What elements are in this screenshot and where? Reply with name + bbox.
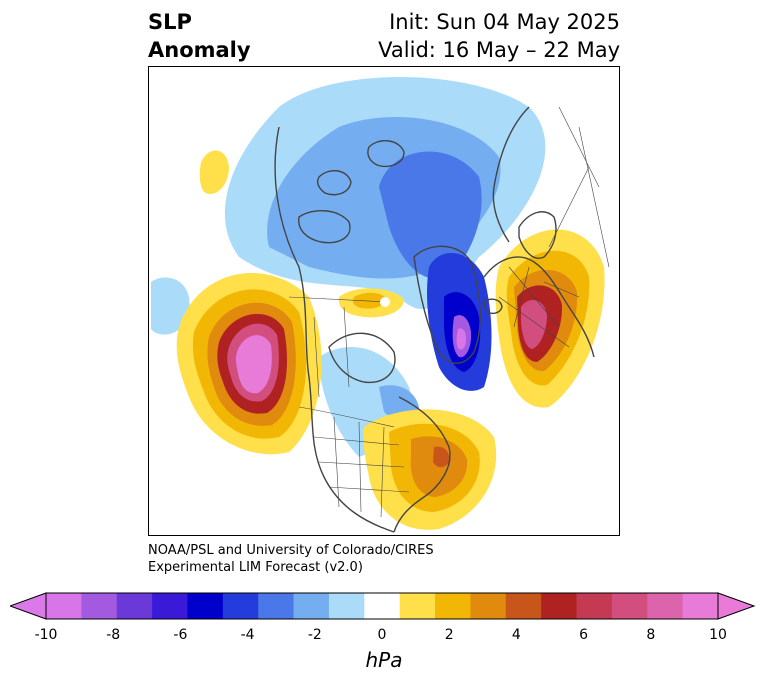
colorbar-cell xyxy=(541,593,578,619)
colorbar-over-arrow xyxy=(717,592,756,620)
colorbar-cell xyxy=(682,593,719,619)
colorbar-tick-label: -8 xyxy=(106,627,121,643)
colorbar-tick-label: -4 xyxy=(240,627,255,643)
colorbar-tick-label: 8 xyxy=(646,627,656,643)
colorbar-cell xyxy=(81,593,118,619)
siberia-coast xyxy=(492,106,530,243)
europe-high-peak xyxy=(521,300,547,349)
credit-text: NOAA/PSL and University of Colorado/CIRE… xyxy=(148,542,434,576)
colorbar-cell xyxy=(152,593,188,619)
colorbar-cell xyxy=(116,593,153,619)
colorbar-tick-label: 10 xyxy=(709,627,727,643)
alaska-high xyxy=(199,150,229,195)
iceland-coast xyxy=(483,298,503,315)
map-title: SLP Anomaly xyxy=(148,8,251,64)
colorbar-cell xyxy=(576,593,613,619)
scandinavia-coast xyxy=(518,211,557,259)
canada-provinces xyxy=(288,296,390,398)
valid-range: Valid: 16 May – 22 May xyxy=(378,38,620,62)
colorbar-cell xyxy=(435,593,471,619)
arctic-islands-2 xyxy=(316,170,352,196)
pacific-high-peak xyxy=(235,335,272,394)
slp-anomaly-map xyxy=(148,66,620,536)
hudson-bay-coast xyxy=(328,332,396,384)
arctic-islands-1 xyxy=(367,140,405,168)
arctic-low-inner xyxy=(379,151,482,279)
greenland-coast xyxy=(413,245,481,364)
colorbar-cell xyxy=(222,593,259,619)
greenland-low-peak xyxy=(456,328,466,350)
init-date: Init: Sun 04 May 2025 xyxy=(389,10,620,34)
colorbar-tick-label: -10 xyxy=(34,627,58,643)
forecast-dates: Init: Sun 04 May 2025 Valid: 16 May – 22… xyxy=(378,8,620,64)
colorbar-cell xyxy=(46,593,82,619)
europe-borders xyxy=(498,266,580,348)
colorbar-cell xyxy=(364,593,401,619)
colorbar-tick-label: 6 xyxy=(579,627,589,643)
europe-coast xyxy=(483,256,595,358)
positive-anomaly-fields xyxy=(176,150,605,530)
colorbar-under-arrow xyxy=(10,592,47,620)
colorbar-outline xyxy=(45,592,719,620)
credit-line-2: Experimental LIM Forecast (v2.0) xyxy=(148,560,363,575)
title-line-2: Anomaly xyxy=(148,38,251,62)
us-states-grid-2 xyxy=(333,416,385,518)
colorbar xyxy=(10,592,756,620)
coastlines xyxy=(274,106,595,533)
us-canada-border xyxy=(298,406,395,428)
colorbar-cell xyxy=(647,593,684,619)
colorbar-tick-label: -2 xyxy=(307,627,322,643)
colorbar-cell xyxy=(187,593,224,619)
asia-borders xyxy=(548,106,610,268)
colorbar-cells xyxy=(46,593,719,619)
us-states-grid-1 xyxy=(313,436,410,493)
political-borders xyxy=(288,106,610,518)
colorbar-tick-label: 4 xyxy=(511,627,521,643)
colorbar-cell xyxy=(611,593,648,619)
canadian-archipelago xyxy=(298,210,351,244)
colorbar-cell xyxy=(293,593,330,619)
east-na-coast xyxy=(393,396,451,533)
colorbar-tick-label: 2 xyxy=(444,627,454,643)
greenland-sea-high-core xyxy=(352,292,387,309)
colorbar-cell xyxy=(258,593,295,619)
colorbar-tick-label: -6 xyxy=(173,627,188,643)
colorbar-cell xyxy=(399,593,436,619)
pacific-low xyxy=(151,277,190,335)
atlantic-high-peak xyxy=(433,446,450,468)
colorbar-cell xyxy=(505,593,542,619)
north-america-coast xyxy=(274,126,395,533)
title-line-1: SLP xyxy=(148,10,192,34)
negative-anomaly-fields xyxy=(151,77,546,457)
colorbar-cell xyxy=(470,593,507,619)
credit-line-1: NOAA/PSL and University of Colorado/CIRE… xyxy=(148,543,434,558)
colorbar-unit: hPa xyxy=(365,648,403,672)
colorbar-tick-label: 0 xyxy=(377,627,387,643)
colorbar-cell xyxy=(328,593,365,619)
blank-dot xyxy=(380,297,390,307)
